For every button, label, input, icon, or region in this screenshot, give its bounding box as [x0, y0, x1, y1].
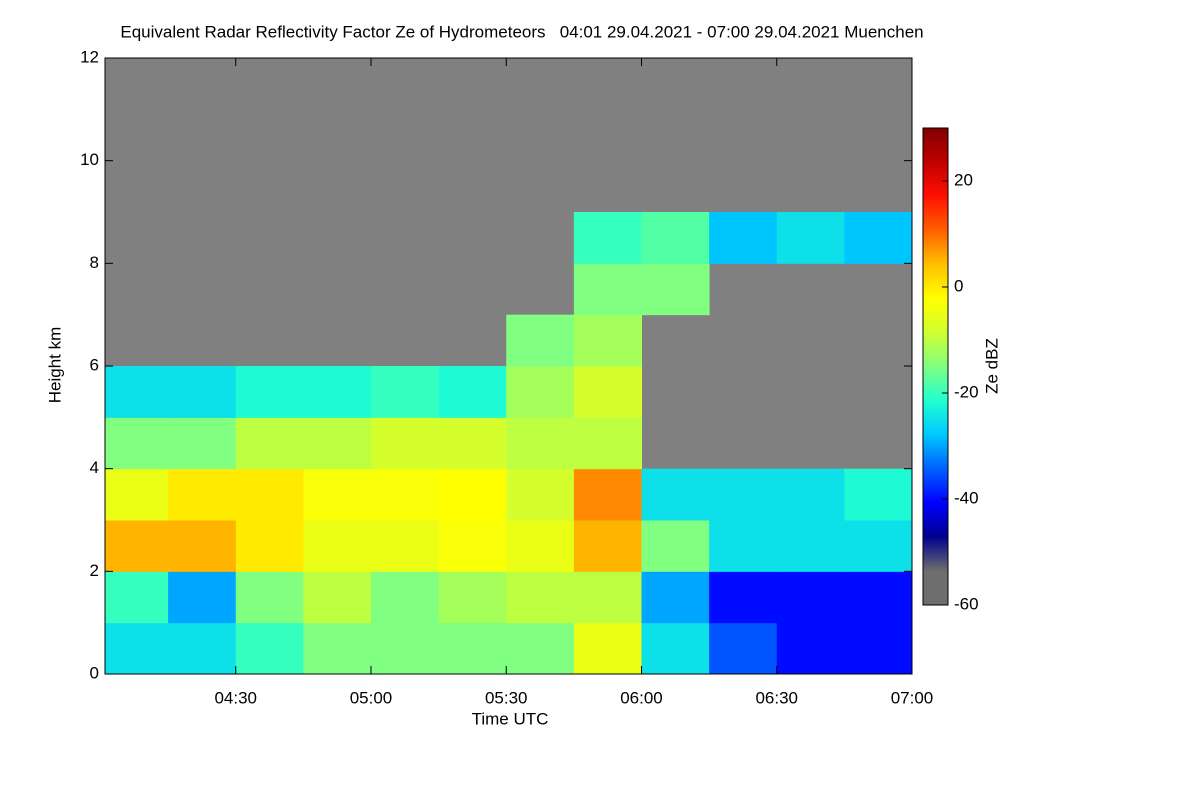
heat-cell [844, 622, 913, 675]
heat-cell [168, 622, 237, 675]
heat-cell [235, 366, 304, 418]
heat-cell [776, 468, 845, 521]
heat-cell [641, 212, 710, 264]
heat-cell [303, 417, 372, 470]
heat-cell [370, 468, 440, 521]
heat-cell [438, 622, 507, 675]
heat-cell [168, 520, 237, 572]
heat-cell [105, 622, 169, 675]
x-tick-label: 07:00 [891, 688, 934, 707]
heat-cell [573, 520, 642, 572]
heat-cell [573, 212, 642, 264]
heat-cell [105, 417, 169, 470]
heat-cell [438, 468, 507, 521]
heat-cell [235, 520, 304, 572]
heat-cell [573, 571, 642, 624]
y-tick-label: 12 [80, 47, 99, 66]
heat-cell [844, 212, 913, 264]
heat-cell [370, 571, 440, 624]
heat-cell [506, 314, 575, 367]
heat-cell [573, 314, 642, 367]
heat-cell [709, 520, 778, 572]
heat-cell [235, 417, 304, 470]
heat-cell [105, 468, 169, 521]
heat-cell [438, 366, 507, 418]
colorbar [922, 127, 949, 606]
heat-cell [573, 366, 642, 418]
x-tick-label: 05:30 [485, 688, 528, 707]
x-tick-label: 04:30 [214, 688, 257, 707]
y-tick-label: 6 [90, 355, 99, 374]
y-tick-label: 4 [90, 458, 99, 477]
x-tick-label: 06:30 [755, 688, 798, 707]
y-axis-label: Height km [45, 327, 64, 404]
heat-cell [573, 468, 642, 521]
heat-cell [370, 622, 440, 675]
heat-cell [844, 468, 913, 521]
heat-cell [641, 520, 710, 572]
heat-cell [168, 468, 237, 521]
heat-cell [235, 622, 304, 675]
colorbar-tick-label: -60 [954, 594, 979, 613]
heat-cell [235, 468, 304, 521]
heat-cell [105, 366, 169, 418]
colorbar-tick-label: 20 [954, 170, 973, 189]
heat-cell [506, 417, 575, 470]
heat-cell [641, 468, 710, 521]
heat-cell [506, 468, 575, 521]
heat-cell [438, 520, 507, 572]
heat-cell [303, 468, 372, 521]
heat-cell [168, 571, 237, 624]
heat-cell [776, 212, 845, 264]
heat-cell [573, 622, 642, 675]
heat-cell [105, 520, 169, 572]
heat-cell [641, 622, 710, 675]
heat-cell [844, 571, 913, 624]
heat-cell [709, 468, 778, 521]
heat-cell [506, 366, 575, 418]
heat-cell [506, 520, 575, 572]
chart-title: Equivalent Radar Reflectivity Factor Ze … [120, 22, 923, 41]
heat-cell [776, 520, 845, 572]
heat-cell [303, 622, 372, 675]
heat-cell [709, 212, 778, 264]
heat-cell [573, 417, 642, 470]
colorbar-tick-label: -40 [954, 488, 979, 507]
heat-cell [506, 622, 575, 675]
heat-cell [303, 520, 372, 572]
x-tick-label: 05:00 [350, 688, 393, 707]
colorbar-tick-label: 0 [954, 276, 963, 295]
heat-cell [438, 571, 507, 624]
heat-cell [168, 417, 237, 470]
heat-cell [709, 622, 778, 675]
heat-cell [303, 366, 372, 418]
heat-cell [573, 263, 642, 316]
x-axis-label: Time UTC [472, 709, 549, 728]
heat-cell [168, 366, 237, 418]
y-tick-label: 10 [80, 150, 99, 169]
heat-cell [105, 571, 169, 624]
heat-cell [506, 571, 575, 624]
heat-cell [776, 622, 845, 675]
heat-cell [641, 571, 710, 624]
heat-cell [303, 571, 372, 624]
colorbar-tick-label: -20 [954, 382, 979, 401]
heat-cell [709, 571, 778, 624]
heat-cell [641, 263, 710, 316]
heat-cell [776, 571, 845, 624]
y-tick-label: 0 [90, 663, 99, 682]
heat-cell [370, 417, 440, 470]
heat-cell [235, 571, 304, 624]
heat-cell [438, 417, 507, 470]
heat-cell [370, 366, 440, 418]
heat-cell [844, 520, 913, 572]
y-tick-label: 8 [90, 253, 99, 272]
heat-cell [370, 520, 440, 572]
x-tick-label: 06:00 [620, 688, 663, 707]
colorbar-label: Ze dBZ [982, 338, 1001, 394]
y-tick-label: 2 [90, 561, 99, 580]
